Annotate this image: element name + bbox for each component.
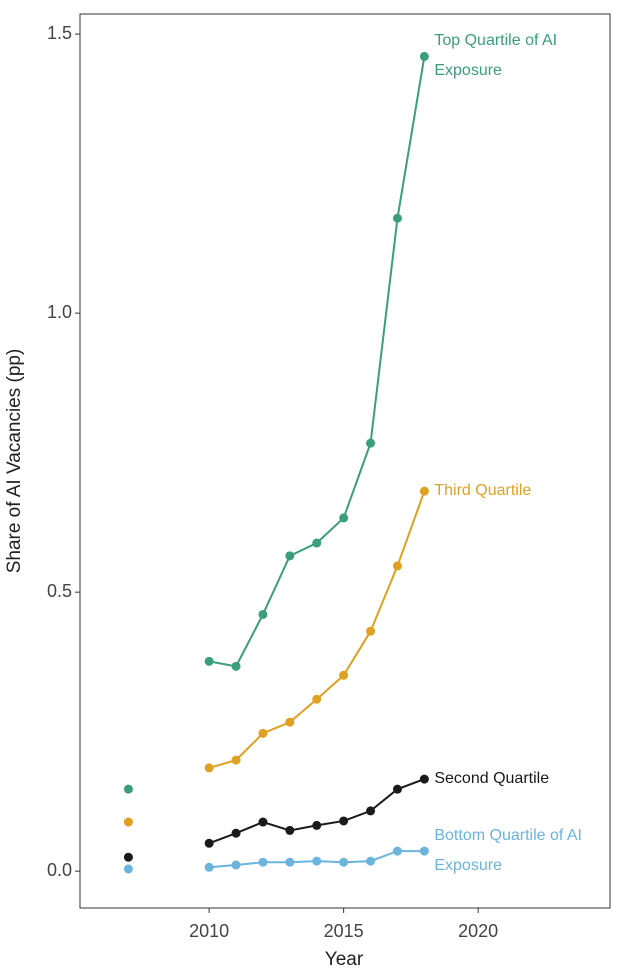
data-point <box>339 670 349 680</box>
data-point <box>204 862 214 872</box>
data-point <box>231 860 241 870</box>
y-axis-title: Share of AI Vacancies (pp) <box>4 349 25 574</box>
data-point <box>123 817 133 827</box>
data-point <box>123 864 133 874</box>
data-point <box>339 816 349 826</box>
data-point <box>258 857 268 867</box>
data-point <box>123 852 133 862</box>
x-tick-label: 2020 <box>458 921 498 941</box>
series-label: Second Quartile <box>434 770 550 788</box>
series-line <box>208 490 426 769</box>
data-point <box>392 846 402 856</box>
data-point <box>366 626 376 636</box>
series-line <box>208 56 426 668</box>
data-point <box>258 728 268 738</box>
data-point <box>392 561 402 571</box>
data-point <box>312 856 322 866</box>
data-point <box>312 538 322 548</box>
data-point <box>258 609 268 619</box>
data-point <box>123 784 133 794</box>
y-tick-label: 0.5 <box>47 581 72 601</box>
data-point <box>339 857 349 867</box>
series-label: Third Quartile <box>434 482 532 500</box>
data-point <box>231 661 241 671</box>
data-point <box>231 755 241 765</box>
data-point <box>285 825 295 835</box>
data-point <box>258 817 268 827</box>
x-tick-label: 2010 <box>189 921 229 941</box>
data-point <box>285 717 295 727</box>
data-point <box>231 828 241 838</box>
data-point <box>339 513 349 523</box>
y-tick-label: 1.0 <box>47 302 72 322</box>
data-point <box>204 763 214 773</box>
data-point <box>392 784 402 794</box>
data-point <box>419 846 429 856</box>
data-point <box>312 694 322 704</box>
data-point <box>312 820 322 830</box>
data-point <box>285 551 295 561</box>
x-axis-title: Year <box>325 949 364 970</box>
x-tick-label: 2015 <box>324 921 364 941</box>
data-point <box>392 213 402 223</box>
data-point <box>419 486 429 496</box>
data-point <box>204 656 214 666</box>
series-label: Top Quartile of AI Exposure <box>434 32 558 80</box>
data-point <box>366 856 376 866</box>
series-label: Bottom Quartile of AI Exposure <box>434 827 582 875</box>
data-point <box>419 774 429 784</box>
data-point <box>285 857 295 867</box>
data-point <box>366 806 376 816</box>
data-point <box>204 838 214 848</box>
data-point <box>419 51 429 61</box>
plot-frame <box>79 13 611 909</box>
series-line <box>208 778 425 845</box>
y-tick-label: 0.0 <box>47 860 72 880</box>
data-point <box>366 438 376 448</box>
y-tick-label: 1.5 <box>47 23 72 43</box>
